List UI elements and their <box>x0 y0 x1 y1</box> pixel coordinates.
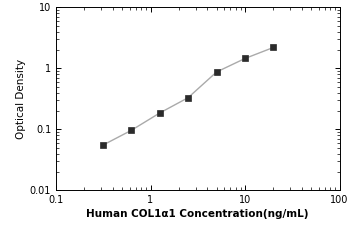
X-axis label: Human COL1α1 Concentration(ng/mL): Human COL1α1 Concentration(ng/mL) <box>86 209 309 219</box>
Y-axis label: Optical Density: Optical Density <box>16 59 26 139</box>
